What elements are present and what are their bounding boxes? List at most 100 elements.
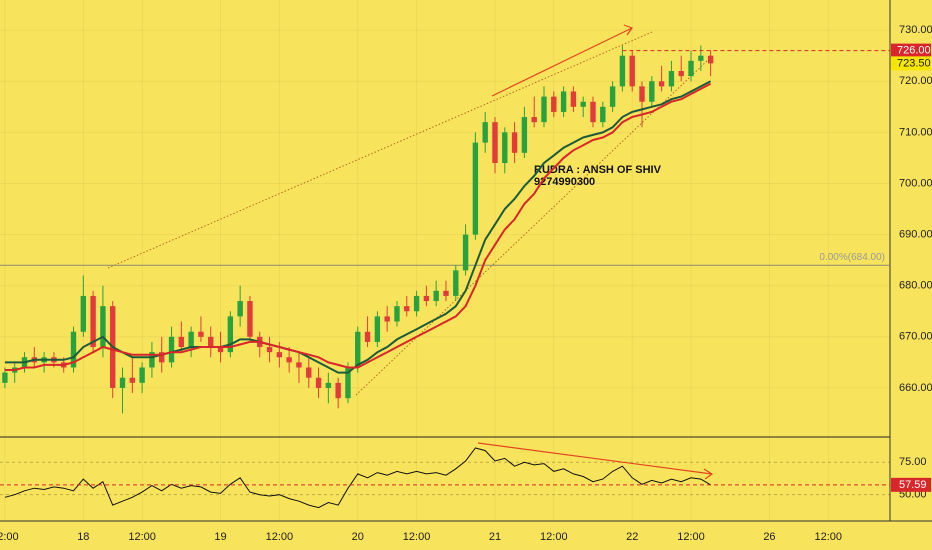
y-tick-label: 680.00 <box>899 280 932 292</box>
candle-body <box>560 91 567 112</box>
candle-body <box>413 295 420 312</box>
arrow-line <box>491 27 633 97</box>
candle-body <box>364 331 371 342</box>
x-tick-label: 18 <box>77 531 89 543</box>
candle-body <box>119 377 126 388</box>
candle-body <box>688 60 694 77</box>
x-tick-label: 12:00 <box>540 531 568 543</box>
candle-body <box>208 336 214 348</box>
candle-body <box>404 306 410 312</box>
y-tick-label: 710.00 <box>899 126 932 138</box>
candle-body <box>472 142 479 235</box>
candle-body <box>619 55 626 87</box>
moving-average <box>4 82 712 371</box>
candle-body <box>707 55 714 64</box>
trendline <box>107 31 653 269</box>
grid <box>0 0 890 521</box>
price-label: 723.50 <box>897 57 931 69</box>
candle-body <box>2 372 8 383</box>
x-tick-label: 12:00 <box>128 531 156 543</box>
candle-body <box>276 352 283 358</box>
y-tick-label: 700.00 <box>899 177 932 189</box>
candle-body <box>266 347 273 353</box>
candle-body <box>198 331 204 337</box>
candle-body <box>482 122 488 143</box>
candle-body <box>629 55 635 87</box>
arrow-line <box>477 442 713 475</box>
candle-body <box>453 270 459 296</box>
candle-body <box>100 306 106 348</box>
x-tick-label: 21 <box>489 531 501 543</box>
candle-body <box>492 122 498 164</box>
x-tick-label: 12:00 <box>403 531 431 543</box>
trendline <box>355 59 709 396</box>
candle-body <box>178 336 185 348</box>
candle-body <box>345 367 351 399</box>
candle-body <box>521 117 528 153</box>
candle-body <box>80 295 87 332</box>
x-tick-label: 12:00 <box>266 531 294 543</box>
candle-body <box>306 367 312 378</box>
candle-body <box>227 316 234 353</box>
x-tick-label: 20 <box>352 531 364 543</box>
price-label-box <box>891 43 931 58</box>
candle-body <box>90 295 96 348</box>
annotation: 9274990300 <box>534 176 595 188</box>
y-tick-label: 730.00 <box>899 24 932 36</box>
candle-body <box>433 290 439 302</box>
candle-body <box>384 316 390 322</box>
y-tick-label: 670.00 <box>899 331 932 343</box>
y-tick-label: 720.00 <box>899 75 932 87</box>
price-label: 726.00 <box>897 45 931 57</box>
value-label-box <box>891 477 931 492</box>
candle-body <box>698 55 704 61</box>
x-tick-label: 12:00 <box>0 531 19 543</box>
x-tick-label: 26 <box>763 531 775 543</box>
candle-body <box>678 71 684 77</box>
x-tick-label: 22 <box>626 531 638 543</box>
candle-body <box>462 234 469 271</box>
candle-body <box>394 306 400 322</box>
y-tick-label: 690.00 <box>899 229 932 241</box>
candle-body <box>129 377 136 383</box>
candle-body <box>217 347 224 353</box>
value-label: 57.59 <box>899 479 927 491</box>
candle-body <box>188 331 194 348</box>
candle-body <box>658 81 665 87</box>
candle-body <box>315 377 322 388</box>
candle-body <box>590 101 596 123</box>
y-tick-label: 660.00 <box>899 382 932 394</box>
x-tick-label: 12:00 <box>814 531 842 543</box>
x-tick-label: 19 <box>214 531 226 543</box>
candle-body <box>247 301 253 337</box>
candle-body <box>649 81 655 102</box>
candle-body <box>374 316 381 342</box>
candle-body <box>159 352 165 363</box>
candle-body <box>502 132 508 164</box>
annotation: RUDRA : ANSH OF SHIV <box>534 164 662 176</box>
x-tick-label: 12:00 <box>677 531 705 543</box>
candle-body <box>541 96 547 123</box>
candle-body <box>286 357 292 363</box>
candle-body <box>149 352 155 368</box>
candle-body <box>570 91 577 107</box>
candle-body <box>325 382 332 388</box>
candle-body <box>551 96 557 112</box>
candle-body <box>70 331 77 368</box>
arrow-head <box>703 468 714 480</box>
candle-body <box>139 367 145 383</box>
candle-body <box>237 301 243 317</box>
candle-body <box>443 290 449 296</box>
rsi-line <box>4 447 711 509</box>
candle-body <box>335 382 341 399</box>
candle-body <box>168 336 175 363</box>
y-tick-label: 75.00 <box>899 456 927 468</box>
candle-body <box>531 117 537 123</box>
candle-body <box>355 331 361 368</box>
candle-body <box>609 86 616 107</box>
candle-body <box>296 362 302 368</box>
price-label-box <box>891 56 931 71</box>
candle-body <box>600 106 606 123</box>
arrow-head <box>623 24 633 36</box>
